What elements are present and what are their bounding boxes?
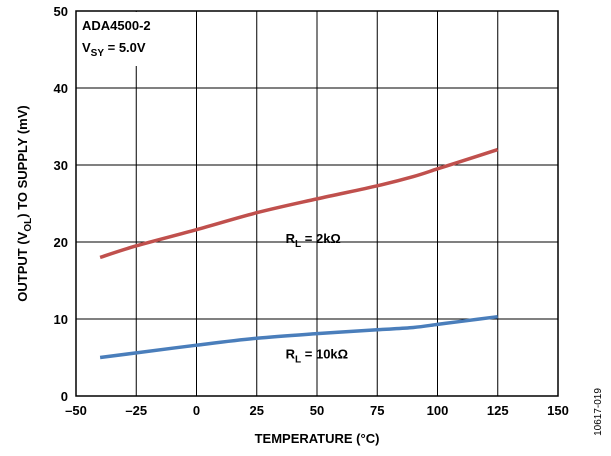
series-lines: [99, 147, 499, 360]
annotation-box: [77, 12, 190, 66]
y-tick-label-0: 0: [61, 389, 68, 404]
x-tick-labels: –50 –25 0 25 50 75 100 125 150: [65, 403, 569, 418]
x-tick-label-6: 100: [427, 403, 449, 418]
series-label-2k: RL = 2kΩ: [286, 231, 341, 250]
x-tick-label-2: 0: [193, 403, 200, 418]
x-tick-label-1: –25: [125, 403, 147, 418]
x-tick-label-7: 125: [487, 403, 509, 418]
series-label-10k: RL = 10kΩ: [286, 346, 348, 365]
y-tick-label-5: 50: [54, 4, 68, 19]
device-name: ADA4500-2: [82, 18, 151, 33]
plot-frame: [75, 10, 559, 397]
x-tick-label-0: –50: [65, 403, 87, 418]
y-axis-title: OUTPUT (VOL) TO SUPPLY (mV): [15, 105, 34, 301]
supply-voltage-label: VSY = 5.0V: [82, 40, 146, 59]
y-tick-labels: 0 10 20 30 40 50: [54, 4, 68, 404]
x-tick-label-8: 150: [547, 403, 569, 418]
y-tick-label-1: 10: [54, 312, 68, 327]
y-tick-label-2: 20: [54, 235, 68, 250]
x-tick-label-4: 50: [310, 403, 324, 418]
x-axis-title: TEMPERATURE (°C): [255, 431, 380, 446]
x-tick-label-3: 25: [250, 403, 264, 418]
y-tick-label-3: 30: [54, 158, 68, 173]
series-line-0: [99, 147, 499, 260]
grid: [75, 10, 559, 397]
figure-id: 10617-019: [593, 388, 604, 436]
series-line-1: [99, 314, 498, 360]
y-tick-label-4: 40: [54, 81, 68, 96]
x-tick-label-5: 75: [370, 403, 384, 418]
